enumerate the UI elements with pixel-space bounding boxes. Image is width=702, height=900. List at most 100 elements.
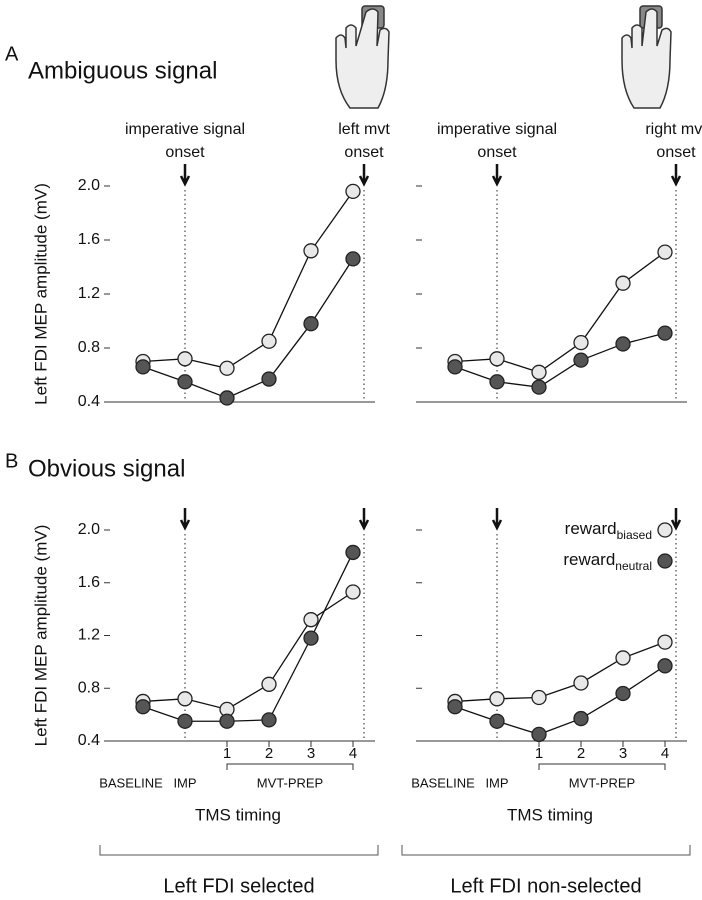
data-point xyxy=(345,251,361,267)
x-tick-label: 3 xyxy=(619,745,627,762)
y-tick-label: 2.0 xyxy=(78,177,100,194)
data-point xyxy=(615,650,631,666)
data-point xyxy=(303,243,319,259)
x-tick-label: 3 xyxy=(307,745,315,762)
series-line xyxy=(454,251,666,374)
legend-label: rewardbiased xyxy=(565,519,652,542)
data-point xyxy=(573,710,589,727)
onset-label: imperative signal xyxy=(125,121,245,138)
data-point xyxy=(531,379,547,395)
y-tick-label: 1.2 xyxy=(78,285,100,302)
hand-icon-left xyxy=(335,5,390,109)
data-point xyxy=(219,390,235,406)
data-point xyxy=(573,675,589,691)
data-point xyxy=(261,676,277,692)
bracket-label: MVT-PREP xyxy=(569,775,635,790)
data-point xyxy=(303,316,319,332)
data-point xyxy=(135,699,151,715)
hand-icon-right xyxy=(621,5,672,109)
data-point xyxy=(489,713,505,729)
legend-subscript: neutral xyxy=(615,559,652,573)
group-label: Left FDI non-selected xyxy=(450,875,641,897)
x-tick-label: 2 xyxy=(577,745,585,762)
data-point xyxy=(573,352,589,368)
data-point xyxy=(657,634,673,650)
data-point xyxy=(447,699,463,715)
data-point xyxy=(657,658,673,674)
data-point xyxy=(615,275,631,291)
data-point xyxy=(573,334,589,351)
series-line xyxy=(454,641,666,703)
series-line xyxy=(454,665,666,736)
data-point xyxy=(615,336,631,352)
legend-label: rewardneutral xyxy=(563,550,652,573)
x-tick-label: IMP xyxy=(485,775,508,790)
series-line xyxy=(142,552,354,722)
onset-label: imperative signal xyxy=(437,121,557,138)
onset-label: onset xyxy=(165,144,205,161)
data-point xyxy=(657,244,673,260)
data-point xyxy=(345,544,361,561)
y-axis-label: Left FDI MEP amplitude (mV) xyxy=(31,183,50,405)
data-point xyxy=(261,333,277,349)
panel-title: Obvious signal xyxy=(28,455,185,482)
y-tick-label: 0.8 xyxy=(78,339,100,356)
onset-label: right mvt xyxy=(645,121,702,138)
onset-arrow xyxy=(491,508,503,531)
data-point xyxy=(657,325,673,341)
onset-label: left mvt xyxy=(338,121,390,138)
onset-arrow xyxy=(491,164,503,187)
x-tick-label: BASELINE xyxy=(99,775,163,790)
legend-swatch xyxy=(657,522,673,538)
data-point xyxy=(177,713,193,729)
x-tick-label: 4 xyxy=(349,745,357,762)
legend-name: reward xyxy=(563,550,615,569)
group-label: Left FDI selected xyxy=(163,875,314,897)
data-point xyxy=(447,359,463,375)
x-tick-label: BASELINE xyxy=(411,775,475,790)
x-tick-label: 2 xyxy=(265,745,273,762)
data-point xyxy=(531,364,547,380)
series-line xyxy=(454,332,666,388)
x-tick-label: 4 xyxy=(661,745,669,762)
panel-letter: A xyxy=(5,43,19,65)
data-point xyxy=(177,351,193,367)
data-point xyxy=(219,713,235,729)
onset-label: onset xyxy=(656,144,696,161)
data-point xyxy=(615,685,631,702)
x-tick-label: IMP xyxy=(173,775,196,790)
onset-arrow xyxy=(179,508,191,531)
x-tick-label: 1 xyxy=(223,745,231,762)
onset-arrow xyxy=(670,164,682,187)
y-tick-label: 0.4 xyxy=(78,393,100,410)
onset-arrow xyxy=(358,508,370,531)
data-point xyxy=(489,691,505,707)
onset-arrow xyxy=(358,164,370,187)
data-point xyxy=(489,374,505,390)
series-line xyxy=(142,258,354,399)
data-point xyxy=(303,612,319,628)
bracket xyxy=(538,763,666,770)
panel-letter: B xyxy=(5,450,18,472)
data-point xyxy=(531,726,547,743)
panel-title: Ambiguous signal xyxy=(28,57,217,84)
y-tick-label: 1.6 xyxy=(78,231,100,248)
y-tick-label: 0.4 xyxy=(78,732,100,749)
data-point xyxy=(135,359,151,375)
onset-arrow xyxy=(179,164,191,187)
y-tick-label: 1.6 xyxy=(78,574,100,591)
legend-swatch xyxy=(657,553,673,569)
data-point xyxy=(345,183,361,200)
data-point xyxy=(219,360,235,376)
y-tick-label: 1.2 xyxy=(78,627,100,644)
bracket xyxy=(226,763,354,770)
legend-subscript: biased xyxy=(617,528,652,542)
legend-name: reward xyxy=(565,519,617,538)
x-axis-label: TMS timing xyxy=(195,805,281,824)
data-point xyxy=(531,689,547,706)
series-line xyxy=(142,191,354,369)
onset-arrow xyxy=(670,508,682,531)
data-point xyxy=(261,712,277,728)
onset-label: onset xyxy=(477,144,517,161)
